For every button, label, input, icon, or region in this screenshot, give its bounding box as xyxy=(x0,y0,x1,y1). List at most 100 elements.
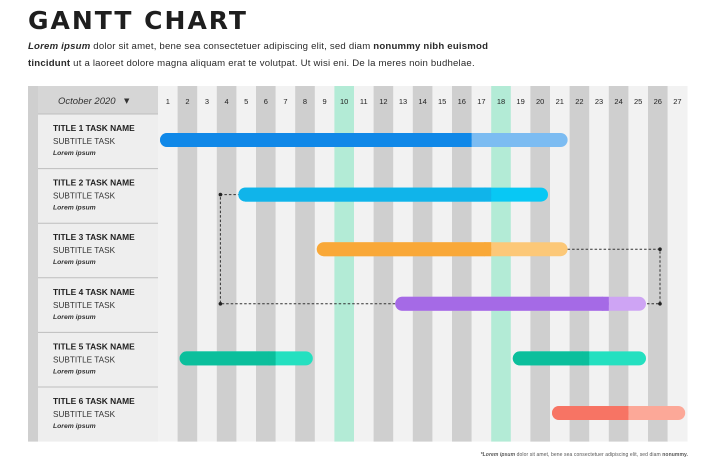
chevron-down-icon[interactable]: ▼ xyxy=(124,97,130,105)
day-number: 23 xyxy=(595,97,603,106)
footnote-text: dolor sit amet, bene sea consectetuer ad… xyxy=(515,452,663,458)
day-number: 6 xyxy=(264,97,268,106)
task-bar-progress[interactable] xyxy=(179,351,276,366)
day-number: 17 xyxy=(477,97,485,106)
task-row-label-bg xyxy=(38,387,158,442)
intro-bold1: nonummy nibh euismod xyxy=(373,41,489,52)
day-number: 26 xyxy=(654,97,662,106)
task-note: Lorem ipsum xyxy=(53,368,96,375)
day-number: 7 xyxy=(283,97,287,106)
task-row-label-bg xyxy=(38,277,158,333)
day-number: 10 xyxy=(340,97,348,106)
day-column xyxy=(412,86,433,442)
task-subtitle: SUBTITLE TASK xyxy=(53,192,116,201)
dependency-node xyxy=(658,302,662,306)
task-bar-progress-edge xyxy=(484,187,492,202)
day-column xyxy=(667,86,688,442)
day-column xyxy=(608,86,629,442)
day-number: 19 xyxy=(516,97,524,106)
day-number: 4 xyxy=(225,97,229,106)
intro-part2: ut a laoreet dolore magna aliquam erat t… xyxy=(70,58,475,69)
task-note: Lorem ipsum xyxy=(53,314,96,321)
day-number: 16 xyxy=(458,97,466,106)
task-note: Lorem ipsum xyxy=(53,423,96,430)
day-column xyxy=(354,86,374,442)
day-number: 13 xyxy=(399,97,407,106)
task-title: TITLE 4 TASK NAME xyxy=(53,287,135,297)
page-title: GANTT CHART xyxy=(28,6,248,35)
dependency-node xyxy=(658,247,662,251)
day-number: 25 xyxy=(634,97,642,106)
day-column xyxy=(628,86,649,442)
task-bar-progress-edge xyxy=(582,351,590,366)
dependency-node xyxy=(218,192,223,197)
task-bar-progress-edge xyxy=(484,242,492,257)
task-bar-progress[interactable] xyxy=(238,187,492,202)
day-number: 18 xyxy=(497,97,505,106)
task-row-label-bg xyxy=(38,332,158,387)
day-column xyxy=(491,86,512,442)
intro-bold2: tincidunt xyxy=(28,58,71,69)
task-row-label-bg xyxy=(38,168,158,224)
task-bar-progress-edge xyxy=(601,296,609,311)
task-row-label-bg xyxy=(38,223,158,278)
day-column xyxy=(452,86,472,442)
day-number: 3 xyxy=(205,97,209,106)
day-column xyxy=(373,86,394,442)
day-number: 20 xyxy=(536,97,544,106)
day-number: 11 xyxy=(360,97,368,106)
task-row-label-bg xyxy=(38,114,158,169)
day-number: 27 xyxy=(673,97,681,106)
task-bar-progress[interactable] xyxy=(512,351,590,366)
day-column xyxy=(432,86,453,442)
day-column xyxy=(334,86,355,442)
footnote-bold: nonummy. xyxy=(662,452,688,458)
day-number: 21 xyxy=(556,97,564,106)
footnote-lead: *Lorem ipsum xyxy=(480,452,516,458)
intro-text: Lorem ipsum dolor sit amet, bene sea con… xyxy=(28,38,568,72)
day-column xyxy=(158,86,178,442)
day-number: 8 xyxy=(303,97,307,106)
intro-part1: dolor sit amet, bene sea consectetuer ad… xyxy=(90,41,374,52)
day-column xyxy=(569,86,590,442)
dependency-connector xyxy=(219,194,396,305)
task-bar-progress-edge xyxy=(621,406,629,420)
task-note: Lorem ipsum xyxy=(53,205,96,212)
task-title: TITLE 1 TASK NAME xyxy=(53,123,135,133)
day-number: 14 xyxy=(418,97,426,106)
month-label[interactable]: October 2020 xyxy=(58,96,116,107)
task-subtitle: SUBTITLE TASK xyxy=(53,355,116,364)
day-column xyxy=(648,86,668,442)
task-bar-progress-edge xyxy=(268,351,276,366)
task-bar-progress-edge xyxy=(464,133,472,147)
day-number: 5 xyxy=(244,97,248,106)
task-note: Lorem ipsum xyxy=(53,150,96,157)
day-number: 9 xyxy=(323,97,327,106)
dependency-node xyxy=(218,302,223,306)
day-number: 1 xyxy=(166,97,170,106)
footnote: *Lorem ipsum dolor sit amet, bene sea co… xyxy=(481,452,688,458)
task-title: TITLE 3 TASK NAME xyxy=(53,232,135,242)
sidebar-edge xyxy=(28,86,38,442)
day-number: 12 xyxy=(379,97,387,106)
task-bar-progress[interactable] xyxy=(160,133,472,147)
task-title: TITLE 2 TASK NAME xyxy=(53,178,135,188)
task-subtitle: SUBTITLE TASK xyxy=(53,137,116,146)
day-number: 15 xyxy=(438,97,446,106)
day-number: 24 xyxy=(614,97,622,106)
task-bar-progress[interactable] xyxy=(552,406,629,420)
task-title: TITLE 6 TASK NAME xyxy=(53,396,135,406)
task-subtitle: SUBTITLE TASK xyxy=(53,301,116,310)
day-column xyxy=(314,86,335,442)
task-subtitle: SUBTITLE TASK xyxy=(53,246,116,255)
day-number: 22 xyxy=(575,97,583,106)
dependency-connector xyxy=(567,248,661,305)
month-header-bg xyxy=(28,86,158,114)
day-number: 2 xyxy=(185,97,189,106)
day-column xyxy=(393,86,414,442)
task-bar-progress[interactable] xyxy=(395,296,609,311)
task-bar-progress[interactable] xyxy=(316,242,492,257)
day-column xyxy=(589,86,610,442)
task-subtitle: SUBTITLE TASK xyxy=(53,410,116,419)
